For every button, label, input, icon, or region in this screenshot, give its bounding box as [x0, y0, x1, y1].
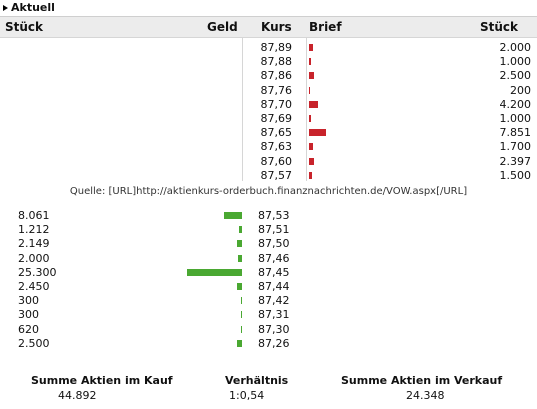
bid-volume-bar [239, 226, 242, 234]
bid-stueck: 2.500 [18, 336, 50, 350]
bid-volume-bar [241, 325, 242, 333]
section-title: Aktuell [11, 1, 55, 14]
ask-volume-bar [309, 171, 312, 179]
bid-stueck: 1.212 [18, 223, 50, 237]
ask-stueck: 200 [510, 83, 531, 97]
header-geld: Geld [207, 20, 238, 34]
bid-kurs: 87,30 [258, 322, 290, 336]
ask-stueck: 1.700 [499, 140, 532, 154]
ask-volume-bar [309, 44, 313, 51]
bid-volume-bar [237, 283, 242, 290]
ask-volume-bar [309, 72, 314, 80]
bid-volume-bar [237, 339, 242, 347]
bid-stueck: 300 [18, 294, 39, 308]
ask-kurs: 87,60 [260, 154, 293, 168]
bid-stueck: 2.149 [18, 237, 50, 251]
bid-kurs: 87,26 [258, 336, 290, 350]
header-stueck-right: Stück [480, 20, 519, 34]
bid-kurs: 87,46 [258, 251, 290, 265]
ask-kurs: 87,65 [260, 126, 293, 140]
bid-kurs: 87,45 [258, 265, 290, 279]
ask-kurs: 87,69 [260, 112, 293, 125]
bid-volume-bar [187, 268, 242, 276]
ask-volume-bar [309, 115, 311, 122]
bid-volume-bar [241, 311, 242, 319]
bid-stueck: 620 [18, 322, 39, 336]
ask-volume-bar [309, 58, 311, 66]
source-text: Quelle: [URL]http://aktienkurs-orderbuch… [69, 186, 468, 197]
bid-volume-bar [237, 240, 242, 248]
summary-ratio-value: 1:0,54 [229, 389, 265, 402]
bid-volume-bar [238, 254, 242, 262]
summary-kauf-value: 44.892 [58, 389, 97, 402]
ask-kurs: 87,76 [260, 83, 293, 97]
ask-kurs: 87,63 [260, 140, 293, 154]
ask-stueck: 2.397 [499, 154, 532, 168]
section-header[interactable]: Aktuell [0, 0, 537, 17]
bid-kurs: 87,44 [258, 280, 290, 293]
ask-volume-bar [309, 143, 313, 151]
column-divider [306, 38, 307, 181]
ask-stueck: 1.500 [499, 168, 532, 182]
summary-verkauf-value: 24.348 [406, 389, 445, 402]
header-kurs: Kurs [261, 20, 292, 34]
bid-volume-bar [241, 297, 242, 305]
ask-stueck: 7.851 [499, 126, 532, 140]
summary-verkauf-label: Summe Aktien im Verkauf [341, 374, 503, 387]
bid-kurs: 87,53 [258, 209, 290, 222]
summary-ratio-label: Verhältnis [225, 374, 289, 387]
column-header-row: Stück Geld Kurs Brief Stück [0, 17, 537, 38]
summary-kauf-label: Summe Aktien im Kauf [31, 374, 173, 387]
ask-stueck: 4.200 [499, 97, 532, 111]
bid-volume-bar [224, 212, 242, 219]
bid-kurs: 87,31 [258, 308, 290, 322]
column-divider [242, 38, 243, 181]
ask-kurs: 87,70 [260, 97, 293, 111]
ask-stueck: 1.000 [499, 112, 532, 125]
ask-stueck: 1.000 [499, 55, 532, 69]
ask-kurs: 87,57 [260, 168, 293, 182]
bid-kurs: 87,51 [258, 223, 290, 237]
ask-volume-bar [309, 129, 326, 137]
header-stueck-left: Stück [5, 20, 44, 34]
ask-volume-bar [309, 100, 318, 108]
ask-stueck: 2.000 [499, 41, 532, 54]
bid-stueck: 300 [18, 308, 39, 322]
bid-stueck: 2.000 [18, 251, 50, 265]
bid-stueck: 25.300 [18, 265, 57, 279]
ask-kurs: 87,86 [260, 69, 293, 83]
ask-kurs: 87,89 [260, 41, 293, 54]
ask-kurs: 87,88 [260, 55, 293, 69]
bid-stueck: 2.450 [18, 280, 50, 293]
bid-kurs: 87,50 [258, 237, 290, 251]
expand-triangle-icon[interactable] [3, 5, 8, 11]
bid-stueck: 8.061 [18, 209, 50, 222]
ask-volume-bar [309, 86, 310, 94]
header-brief: Brief [309, 20, 342, 34]
ask-stueck: 2.500 [499, 69, 532, 83]
bid-kurs: 87,42 [258, 294, 290, 308]
ask-volume-bar [309, 157, 314, 165]
